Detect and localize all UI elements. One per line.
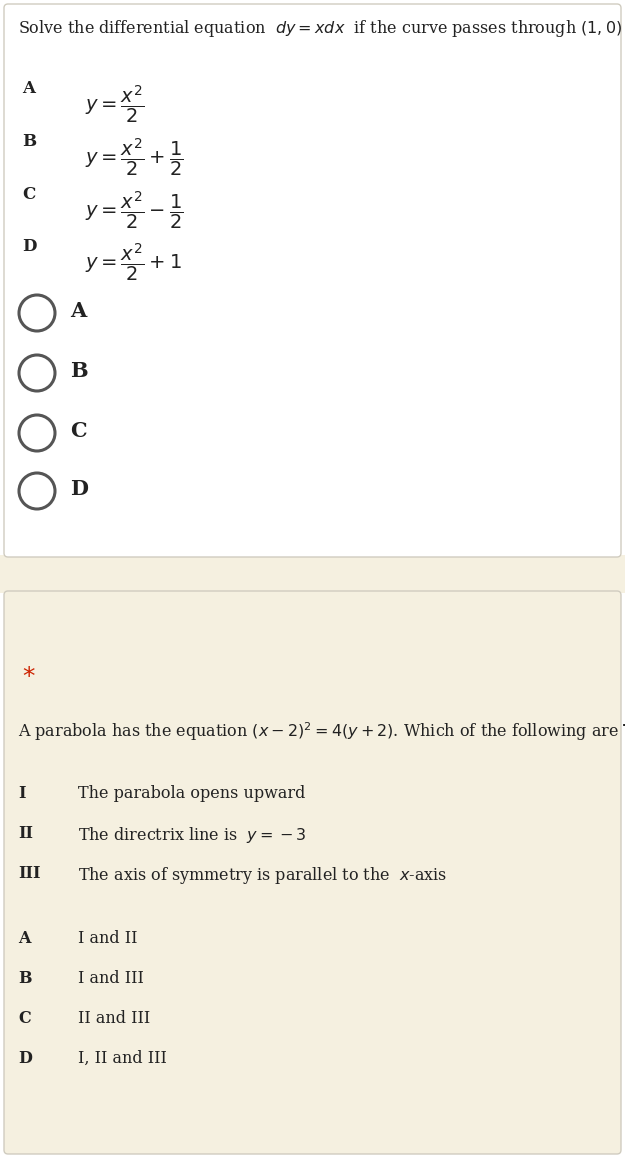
Text: D: D xyxy=(70,479,88,499)
Circle shape xyxy=(19,473,55,509)
Circle shape xyxy=(19,415,55,451)
Text: C: C xyxy=(22,186,35,202)
Text: $y = \dfrac{x^2}{2}$: $y = \dfrac{x^2}{2}$ xyxy=(85,83,144,125)
FancyBboxPatch shape xyxy=(4,591,621,1154)
Text: The parabola opens upward: The parabola opens upward xyxy=(78,784,306,802)
Text: B: B xyxy=(18,970,31,987)
Text: I: I xyxy=(18,784,26,802)
Circle shape xyxy=(19,295,55,331)
Text: A: A xyxy=(22,80,35,97)
FancyBboxPatch shape xyxy=(4,3,621,557)
Text: D: D xyxy=(18,1051,32,1067)
Text: A: A xyxy=(70,301,86,320)
Text: D: D xyxy=(22,238,36,255)
Text: III: III xyxy=(18,865,41,882)
Text: II: II xyxy=(18,825,33,842)
Text: I and II: I and II xyxy=(78,930,138,946)
FancyBboxPatch shape xyxy=(0,555,625,594)
Text: Solve the differential equation  $dy = xdx$  if the curve passes through $(1,0)$: Solve the differential equation $dy = xd… xyxy=(18,19,622,39)
Text: The axis of symmetry is parallel to the  $x$-axis: The axis of symmetry is parallel to the … xyxy=(78,865,447,886)
Text: I and III: I and III xyxy=(78,970,144,987)
Text: $y = \dfrac{x^2}{2}+1$: $y = \dfrac{x^2}{2}+1$ xyxy=(85,241,182,283)
Text: A: A xyxy=(18,930,31,946)
Text: I, II and III: I, II and III xyxy=(78,1051,167,1067)
Text: $y = \dfrac{x^2}{2}-\dfrac{1}{2}$: $y = \dfrac{x^2}{2}-\dfrac{1}{2}$ xyxy=(85,189,183,231)
Text: II and III: II and III xyxy=(78,1010,150,1027)
Text: A parabola has the equation $(x-2)^2 = 4(y+2)$. Which of the following are $\mat: A parabola has the equation $(x-2)^2 = 4… xyxy=(18,720,625,743)
Text: The directrix line is  $y = -3$: The directrix line is $y = -3$ xyxy=(78,825,306,845)
Text: $y = \dfrac{x^2}{2}+\dfrac{1}{2}$: $y = \dfrac{x^2}{2}+\dfrac{1}{2}$ xyxy=(85,137,183,178)
Circle shape xyxy=(19,355,55,391)
Text: *: * xyxy=(22,665,34,690)
Text: C: C xyxy=(70,421,87,441)
Text: C: C xyxy=(18,1010,31,1027)
Text: B: B xyxy=(22,133,36,150)
Text: B: B xyxy=(70,361,88,381)
